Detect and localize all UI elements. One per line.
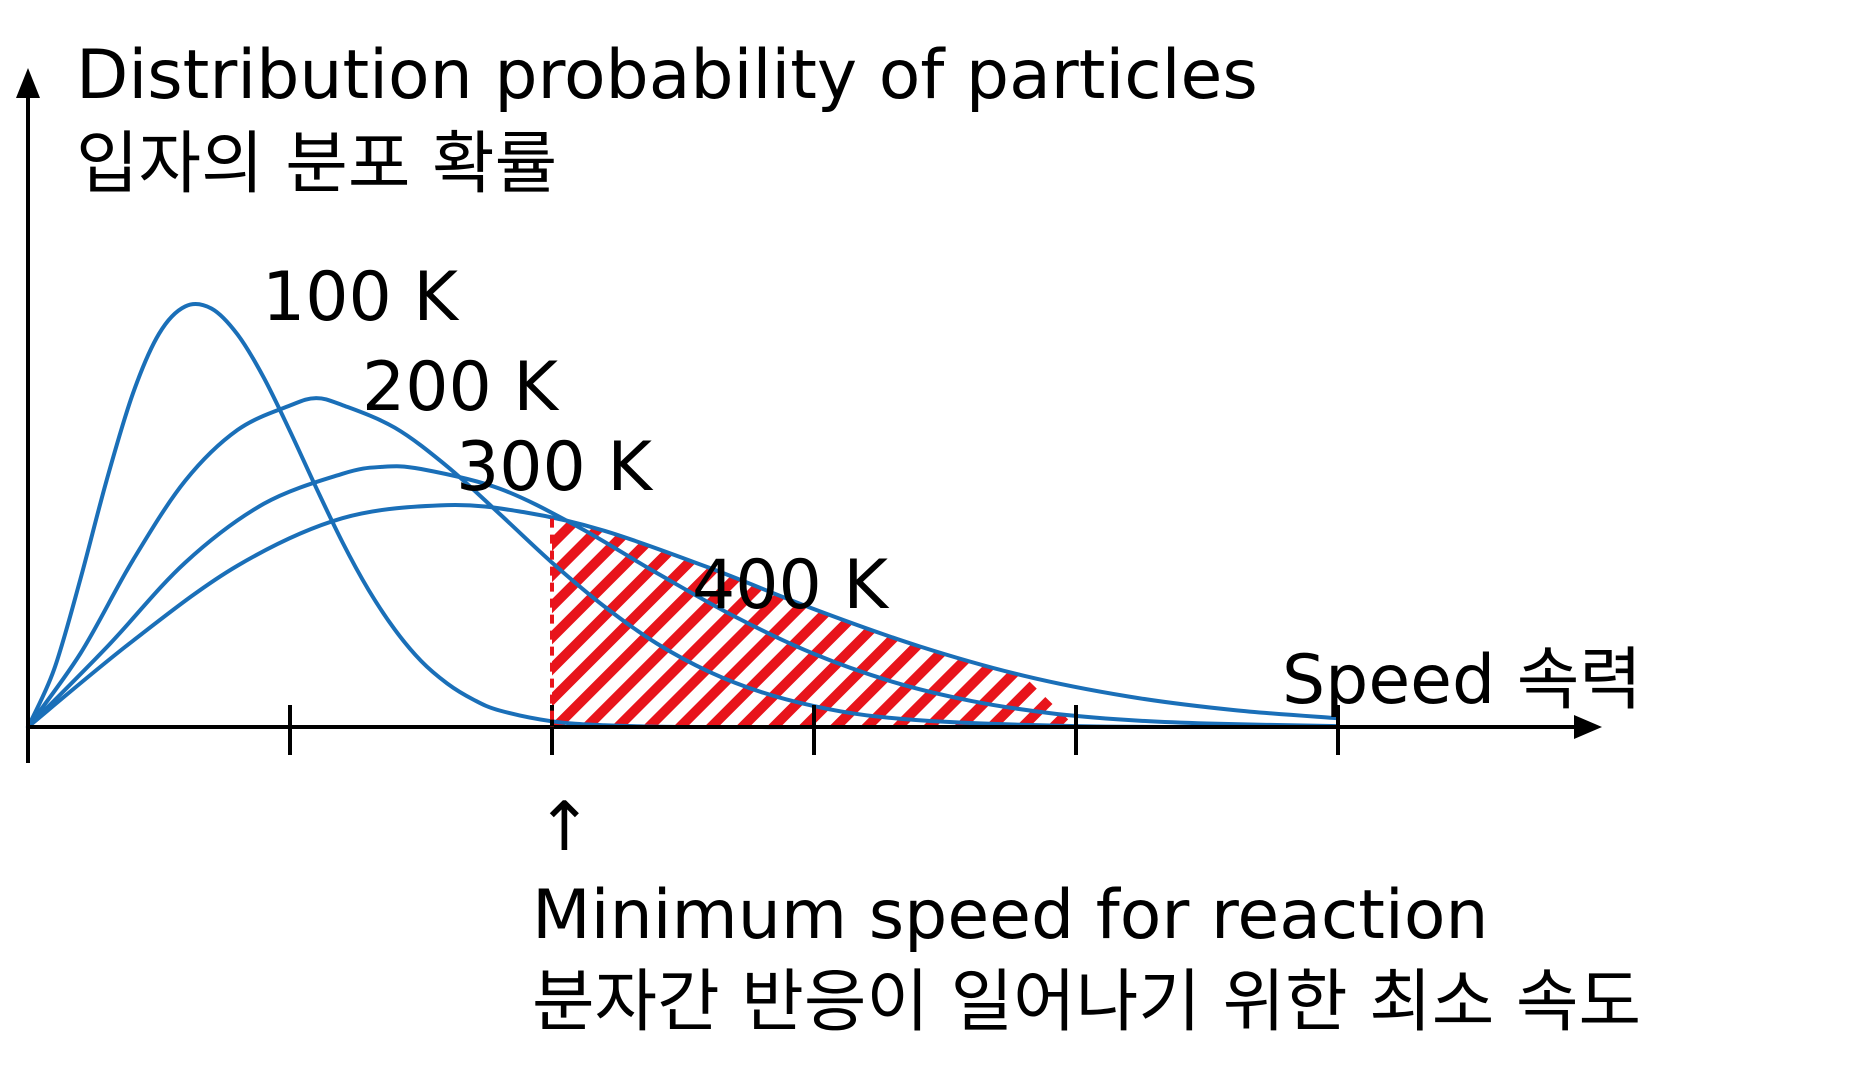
series-label: 200 K <box>362 348 560 427</box>
y-axis-arrowhead <box>16 68 40 98</box>
series-label: 100 K <box>262 258 460 337</box>
series-label: 300 K <box>456 428 654 507</box>
x-axis-ticks <box>288 705 1340 755</box>
threshold-annotation-korean: 분자간 반응이 일어나기 위한 최소 속도 <box>532 963 1641 1042</box>
series-line-400k <box>26 502 1340 729</box>
x-axis-arrowhead <box>1574 715 1602 739</box>
threshold-arrow: ↑ <box>536 788 593 867</box>
series-line-300k <box>26 464 1340 729</box>
reaction-region-shading <box>552 518 1076 727</box>
y-axis-title: Distribution probability of particles <box>76 36 1258 115</box>
reaction-region-hatch <box>552 518 1076 727</box>
axes <box>16 68 1602 763</box>
x-axis-title: Speed 속력 <box>1282 641 1642 720</box>
series-line-200k <box>26 396 1340 730</box>
y-axis-title-korean: 입자의 분포 확률 <box>76 125 557 204</box>
threshold-annotation: Minimum speed for reaction <box>532 876 1489 955</box>
series-label: 400 K <box>692 546 890 625</box>
